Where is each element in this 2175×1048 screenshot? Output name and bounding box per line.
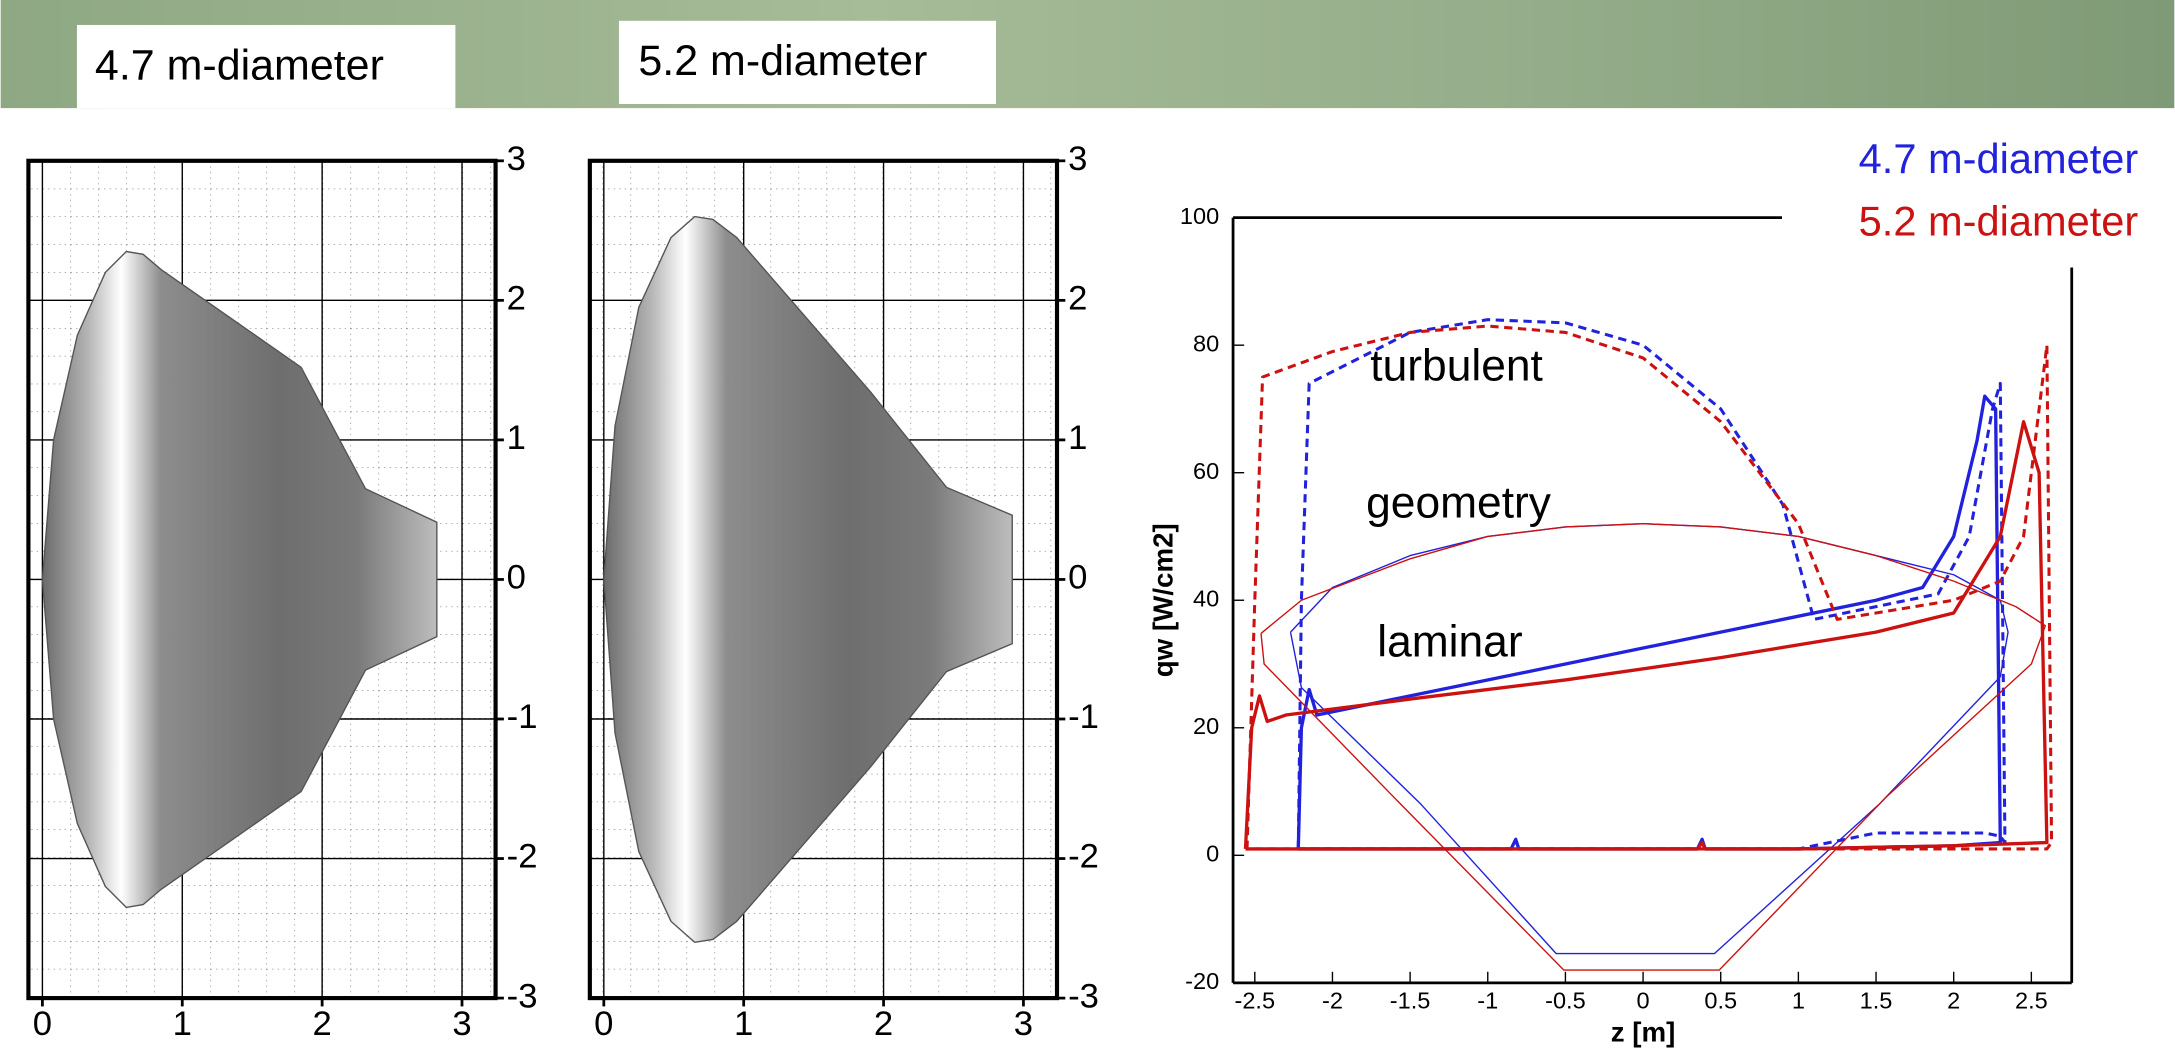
annotation: geometry <box>1366 479 1552 528</box>
x-tick-label: 3 <box>452 1005 471 1043</box>
slide: 4.7 m-diameter 5.2 m-diameter 0 1 2 3 3 2 1 0 -1… <box>0 0 2175 1048</box>
legend-entry: 5.2 m-diameter <box>1859 198 2139 245</box>
x-tick-label: 1 <box>173 1005 192 1043</box>
y-tick-label: 3 <box>1068 140 1087 178</box>
y-tick-label: 2 <box>1068 280 1087 318</box>
x-tick-label: 0 <box>1637 987 1650 1013</box>
x-tick-label: 0 <box>594 1005 613 1043</box>
x-tick-label: 3 <box>1014 1005 1033 1043</box>
y-tick-label: 0 <box>1068 559 1087 597</box>
y-tick-label: 0 <box>507 559 526 597</box>
y-axis-label: qw [W/cm2] <box>1147 523 1178 677</box>
x-tick-label: 2.5 <box>2015 987 2048 1013</box>
y-tick-label: 3 <box>507 140 526 178</box>
x-tick-label: 1 <box>1792 987 1805 1013</box>
y-tick-label: 20 <box>1193 713 1219 739</box>
y-tick-label: 40 <box>1193 585 1219 611</box>
x-tick-label: 1 <box>734 1005 753 1043</box>
x-tick-label: 0 <box>33 1005 52 1043</box>
y-tick-label: -20 <box>1185 968 1219 994</box>
y-tick-label: 100 <box>1180 203 1219 229</box>
x-axis-label: z [m] <box>1611 1016 1676 1047</box>
x-tick-label: 1.5 <box>1860 987 1893 1013</box>
charts: 0 1 2 3 3 2 1 0 -1 -2 -3 0 1 2 3 3 2 1 0 -1 -2 -3 -2.5 -2 -1.5 -1… <box>28 135 2138 1047</box>
y-tick-label: 0 <box>1206 841 1219 867</box>
y-tick-label: 60 <box>1193 458 1219 484</box>
y-tick-label: -3 <box>507 977 538 1015</box>
data-line <box>1298 320 2005 849</box>
y-tick-label: -2 <box>507 838 538 876</box>
y-tick-label: -3 <box>1068 977 1099 1015</box>
y-tick-label: 2 <box>507 280 526 318</box>
x-tick-label: 2 <box>1947 987 1960 1013</box>
annotation: turbulent <box>1370 341 1543 390</box>
y-tick-label: 80 <box>1193 330 1219 356</box>
y-tick-label: -2 <box>1068 838 1099 876</box>
x-tick-label: 0.5 <box>1704 987 1737 1013</box>
x-tick-label: -1 <box>1477 987 1498 1013</box>
y-tick-label: 1 <box>1068 419 1087 457</box>
page: {"header": {"labels": ["4.7 m-diameter",… <box>0 0 2175 1048</box>
y-tick-label: -1 <box>1068 698 1099 736</box>
x-tick-label: -2 <box>1322 987 1343 1013</box>
annotation: laminar <box>1377 617 1523 666</box>
y-tick-label: 1 <box>507 419 526 457</box>
x-tick-label: 2 <box>874 1005 893 1043</box>
x-tick-label: -1.5 <box>1390 987 1431 1013</box>
x-tick-label: -2.5 <box>1235 987 1276 1013</box>
x-tick-label: 2 <box>313 1005 332 1043</box>
data-line <box>1261 524 2045 970</box>
y-tick-label: -1 <box>507 698 538 736</box>
header-label: 5.2 m-diameter <box>638 37 927 85</box>
header-label: 4.7 m-diameter <box>95 41 384 89</box>
x-tick-label: -0.5 <box>1545 987 1586 1013</box>
data-line <box>1291 524 2009 954</box>
legend-entry: 4.7 m-diameter <box>1859 135 2139 182</box>
